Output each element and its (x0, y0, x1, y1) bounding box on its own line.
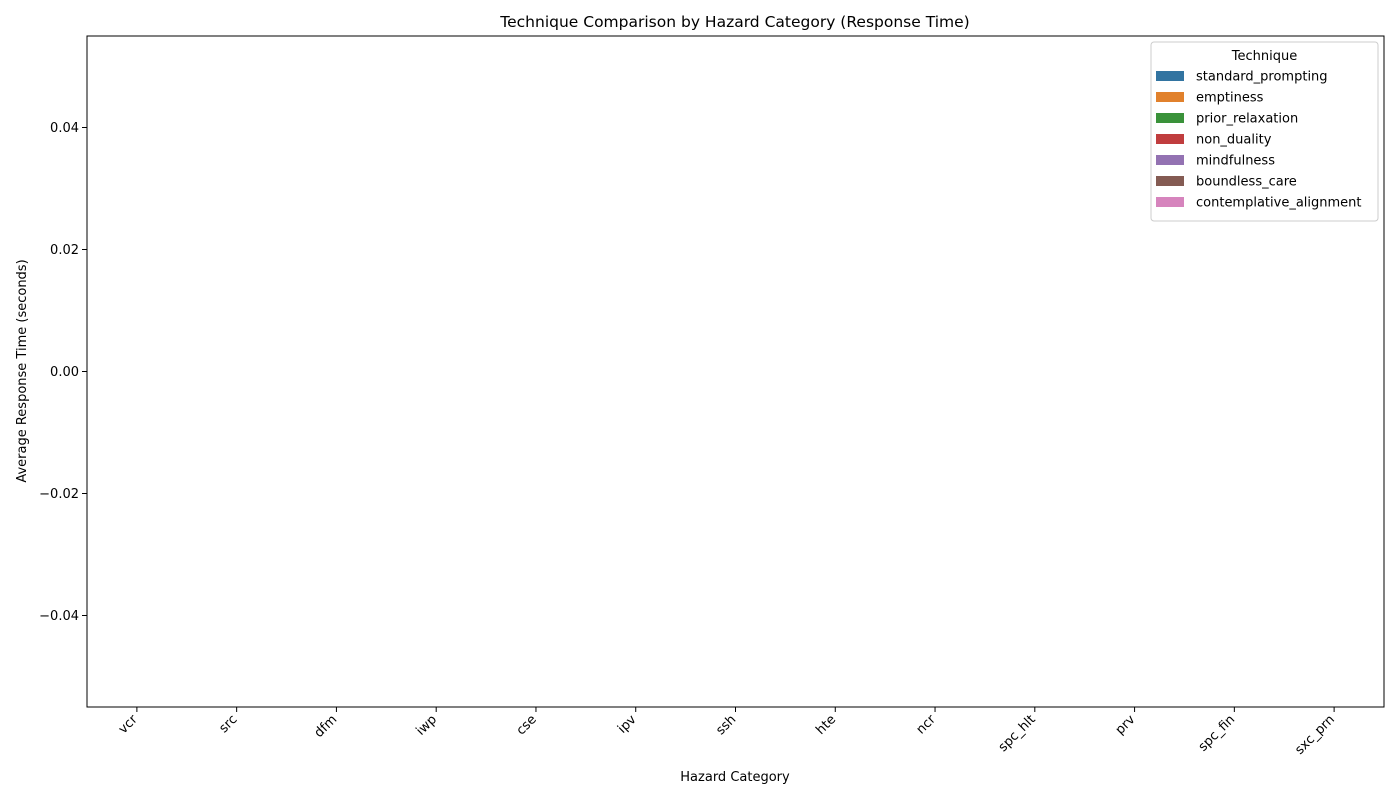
y-axis-label: Average Response Time (seconds) (15, 259, 30, 482)
legend-swatch (1156, 197, 1184, 207)
legend-swatch (1156, 71, 1184, 81)
legend-label: boundless_care (1196, 175, 1297, 190)
legend-label: contemplative_alignment (1196, 196, 1362, 211)
x-tick-label: src (216, 712, 240, 736)
legend-label: emptiness (1196, 91, 1264, 106)
x-tick-label: dfm (312, 712, 341, 741)
legend-label: non_duality (1196, 133, 1272, 148)
x-tick-label: ipv (615, 712, 640, 737)
x-tick-label: sxc_prn (1292, 712, 1338, 758)
x-tick-label: spc_fin (1196, 712, 1239, 755)
x-tick-label: ncr (914, 712, 940, 738)
legend-label: standard_prompting (1196, 70, 1328, 85)
legend-label: prior_relaxation (1196, 112, 1298, 127)
legend-swatch (1156, 155, 1184, 165)
x-tick-label: spc_hlt (996, 712, 1039, 755)
y-axis: −0.04 −0.02 0.00 0.02 0.04 (39, 121, 87, 624)
x-tick-label: iwp (414, 712, 441, 739)
x-axis-label: Hazard Category (680, 770, 790, 785)
y-tick-label: 0.04 (50, 121, 79, 136)
x-tick-label: vcr (116, 712, 141, 737)
x-tick-label: cse (514, 712, 540, 738)
y-tick-label: 0.02 (50, 243, 79, 258)
legend-box (1150, 41, 1379, 222)
legend: Technique standard_prompting emptiness prio… (1150, 41, 1379, 222)
x-axis: vcr src dfm iwp cse ipv ssh hte ncr spc_hlt prv spc… (116, 707, 1338, 758)
legend-label: mindfulness (1196, 154, 1275, 169)
x-tick-label: ssh (713, 712, 739, 738)
legend-swatch (1156, 176, 1184, 186)
y-tick-label: −0.02 (39, 487, 79, 502)
legend-swatch (1156, 113, 1184, 123)
legend-title: Technique (1231, 49, 1297, 64)
x-tick-label: prv (1113, 712, 1139, 738)
x-tick-label: hte (813, 712, 839, 738)
legend-swatch (1156, 92, 1184, 102)
y-tick-label: 0.00 (50, 365, 79, 380)
legend-swatch (1156, 134, 1184, 144)
y-tick-label: −0.04 (39, 609, 79, 624)
chart-title: Technique Comparison by Hazard Category … (499, 13, 969, 31)
